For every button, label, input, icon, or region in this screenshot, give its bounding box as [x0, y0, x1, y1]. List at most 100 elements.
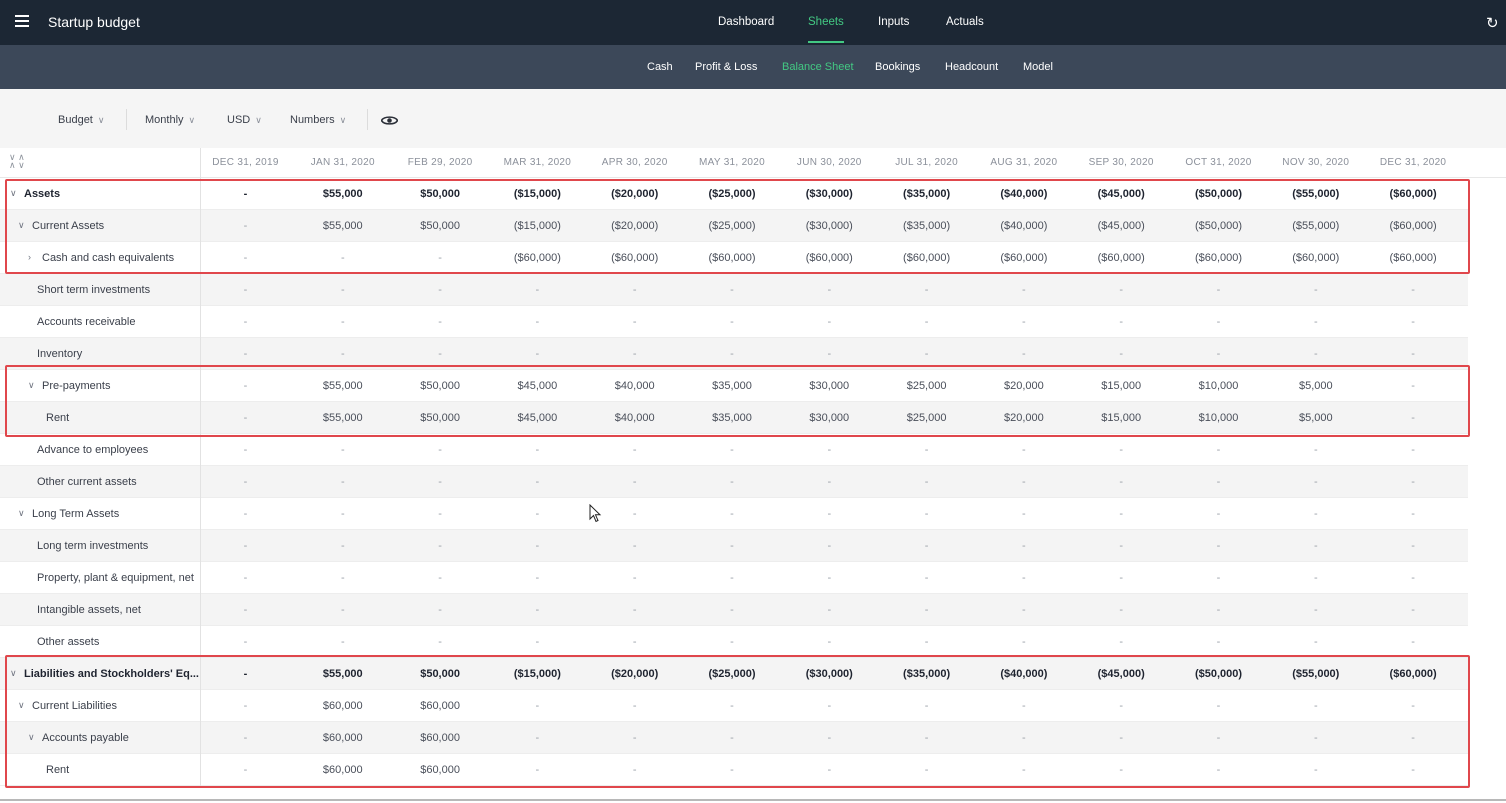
table-cell[interactable]: - [438, 316, 442, 328]
table-cell[interactable]: ($25,000) [708, 188, 756, 200]
table-cell[interactable]: $15,000 [1101, 412, 1142, 424]
table-cell[interactable]: - [340, 604, 345, 616]
tab-sheets[interactable]: Sheets [808, 16, 844, 43]
table-cell[interactable]: - [1216, 604, 1221, 616]
table-cell[interactable]: - [730, 604, 734, 616]
table-cell[interactable]: ($15,000) [513, 220, 561, 232]
eye-icon[interactable] [381, 115, 398, 126]
table-cell[interactable]: - [1216, 508, 1221, 520]
table-cell[interactable]: - [827, 540, 832, 552]
table-cell[interactable]: $25,000 [906, 412, 947, 424]
table-cell[interactable]: - [1411, 380, 1415, 392]
hamburger-menu-icon[interactable] [15, 15, 29, 27]
table-cell[interactable]: $35,000 [712, 380, 752, 392]
subtab-cash[interactable]: Cash [647, 61, 673, 73]
table-cell[interactable]: - [243, 380, 248, 392]
table-cell[interactable]: - [340, 572, 345, 584]
table-cell[interactable]: ($45,000) [1097, 668, 1145, 680]
table-cell[interactable]: - [1022, 732, 1026, 744]
table-cell[interactable]: $55,000 [322, 220, 363, 232]
table-cell[interactable]: - [1119, 764, 1124, 776]
table-cell[interactable]: - [1313, 732, 1318, 744]
table-cell[interactable]: - [730, 540, 734, 552]
table-row[interactable]: Rent - $60,000 $60,000 - - - - - - - - - - [0, 754, 1468, 786]
table-cell[interactable]: $55,000 [322, 188, 363, 200]
table-cell[interactable]: ($60,000) [1000, 252, 1048, 264]
table-cell[interactable]: - [340, 316, 345, 328]
table-cell[interactable]: - [243, 412, 248, 424]
table-cell[interactable]: $30,000 [809, 412, 850, 424]
table-cell[interactable]: - [1119, 508, 1124, 520]
table-cell[interactable]: - [1313, 604, 1318, 616]
table-cell[interactable]: - [924, 700, 929, 712]
table-cell[interactable]: $50,000 [420, 188, 460, 200]
table-cell[interactable]: - [1313, 348, 1318, 360]
table-cell[interactable]: - [632, 764, 637, 776]
table-cell[interactable]: - [438, 444, 442, 456]
table-cell[interactable]: - [632, 476, 637, 488]
table-row[interactable]: Other current assets - - - - - - - - - - - - - [0, 466, 1468, 498]
table-cell[interactable]: $35,000 [712, 412, 752, 424]
table-cell[interactable]: - [1022, 764, 1026, 776]
table-cell[interactable]: - [535, 604, 540, 616]
table-cell[interactable]: - [535, 732, 540, 744]
table-cell[interactable]: ($60,000) [805, 252, 853, 264]
table-cell[interactable]: $60,000 [322, 732, 363, 744]
table-row[interactable]: Property, plant & equipment, net - - - - - - - -… [0, 562, 1468, 594]
table-cell[interactable]: ($30,000) [805, 220, 853, 232]
table-cell[interactable]: - [730, 476, 734, 488]
table-cell[interactable]: - [1411, 508, 1415, 520]
chevron-down-icon[interactable]: ∨ [18, 700, 25, 710]
table-cell[interactable]: - [1022, 444, 1026, 456]
table-cell[interactable]: - [243, 700, 248, 712]
table-row[interactable]: ∨ Liabilities and Stockholders' Eq... - $55… [0, 658, 1468, 690]
table-cell[interactable]: - [535, 444, 540, 456]
table-cell[interactable]: - [1119, 444, 1124, 456]
period-dropdown[interactable]: Monthly ∨ [145, 114, 195, 126]
table-cell[interactable]: - [535, 572, 540, 584]
table-cell[interactable]: - [243, 284, 248, 296]
table-cell[interactable]: $45,000 [517, 380, 558, 392]
table-cell[interactable]: - [243, 540, 248, 552]
table-cell[interactable]: - [438, 572, 442, 584]
table-cell[interactable]: $30,000 [809, 380, 850, 392]
table-cell[interactable]: ($35,000) [903, 188, 951, 200]
table-cell[interactable]: - [243, 316, 248, 328]
table-cell[interactable]: $20,000 [1004, 412, 1044, 424]
table-cell[interactable]: ($20,000) [611, 220, 659, 232]
table-row[interactable]: ∨ Current Liabilities - $60,000 $60,000 - - - - -… [0, 690, 1468, 722]
table-cell[interactable]: - [243, 508, 248, 520]
table-cell[interactable]: ($25,000) [708, 220, 756, 232]
table-cell[interactable]: - [1411, 284, 1415, 296]
table-cell[interactable]: - [1411, 764, 1415, 776]
table-cell[interactable]: - [340, 284, 345, 296]
table-cell[interactable]: - [1411, 444, 1415, 456]
table-cell[interactable]: $60,000 [420, 764, 460, 776]
table-cell[interactable]: - [827, 316, 832, 328]
table-cell[interactable]: - [1411, 316, 1415, 328]
table-cell[interactable]: - [1022, 636, 1026, 648]
table-cell[interactable]: - [1216, 700, 1221, 712]
table-cell[interactable]: - [632, 572, 637, 584]
table-cell[interactable]: $60,000 [420, 732, 460, 744]
table-cell[interactable]: - [340, 348, 345, 360]
table-cell[interactable]: ($15,000) [513, 188, 561, 200]
table-cell[interactable]: - [924, 444, 929, 456]
table-cell[interactable]: $60,000 [322, 700, 363, 712]
table-cell[interactable]: - [1119, 284, 1124, 296]
table-cell[interactable]: - [1119, 700, 1124, 712]
collapse-expand-all-icon[interactable]: ∨ ∧ ∧ ∨ [9, 152, 25, 170]
table-cell[interactable]: - [632, 348, 637, 360]
table-cell[interactable]: ($20,000) [611, 188, 659, 200]
table-cell[interactable]: - [243, 252, 248, 264]
subtab-model[interactable]: Model [1023, 61, 1053, 73]
table-row[interactable]: Short term investments - - - - - - - - - - - - - [0, 274, 1468, 306]
table-cell[interactable]: - [924, 316, 929, 328]
table-cell[interactable]: - [924, 476, 929, 488]
table-cell[interactable]: - [827, 700, 832, 712]
table-cell[interactable]: - [1313, 476, 1318, 488]
table-cell[interactable]: - [1022, 700, 1026, 712]
table-cell[interactable]: - [438, 636, 442, 648]
table-cell[interactable]: - [924, 732, 929, 744]
table-cell[interactable]: - [632, 604, 637, 616]
